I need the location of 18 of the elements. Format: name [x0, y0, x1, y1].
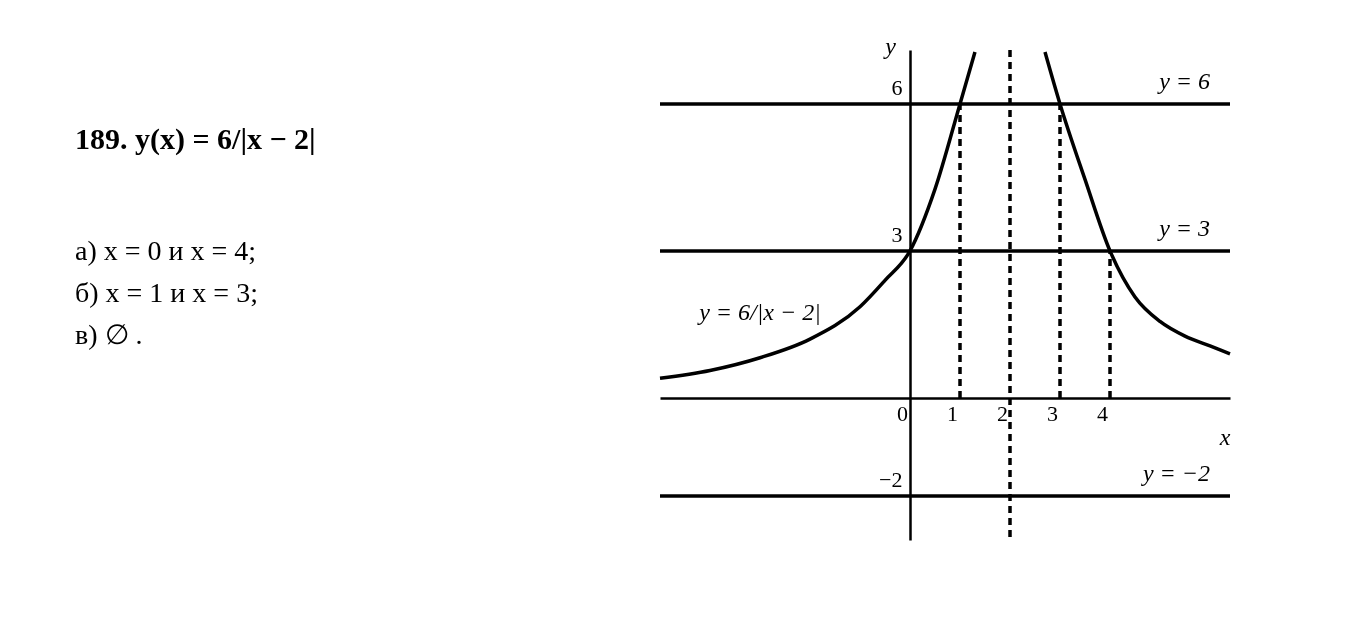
y-tick-label: −2 — [879, 467, 903, 493]
x-tick-label: 3 — [1047, 401, 1058, 427]
ref-line-label: y = −2 — [1140, 459, 1210, 486]
y-tick-label: 3 — [891, 222, 903, 248]
series-label: y = 6/|x − 2| — [697, 298, 821, 325]
text: а) x = 0 и x = 4; — [75, 235, 257, 266]
text: б) x = 1 и x = 3; — [75, 277, 258, 308]
x-axis-title: x — [1218, 424, 1231, 451]
text: 189. y(x) = 6/|x − 2| — [75, 122, 316, 156]
x-tick-label: 4 — [1097, 401, 1108, 427]
x-tick-label: 2 — [997, 401, 1008, 427]
ref-line-label: y = 3 — [1157, 214, 1210, 241]
y-axis-title: y — [883, 32, 897, 59]
x-tick-label: 1 — [947, 401, 958, 427]
y-tick-label: 6 — [891, 75, 903, 101]
x-tick-label: 0 — [897, 401, 908, 427]
ref-line-label: y = 6 — [1157, 67, 1210, 94]
text: в) ∅ . — [75, 319, 143, 350]
